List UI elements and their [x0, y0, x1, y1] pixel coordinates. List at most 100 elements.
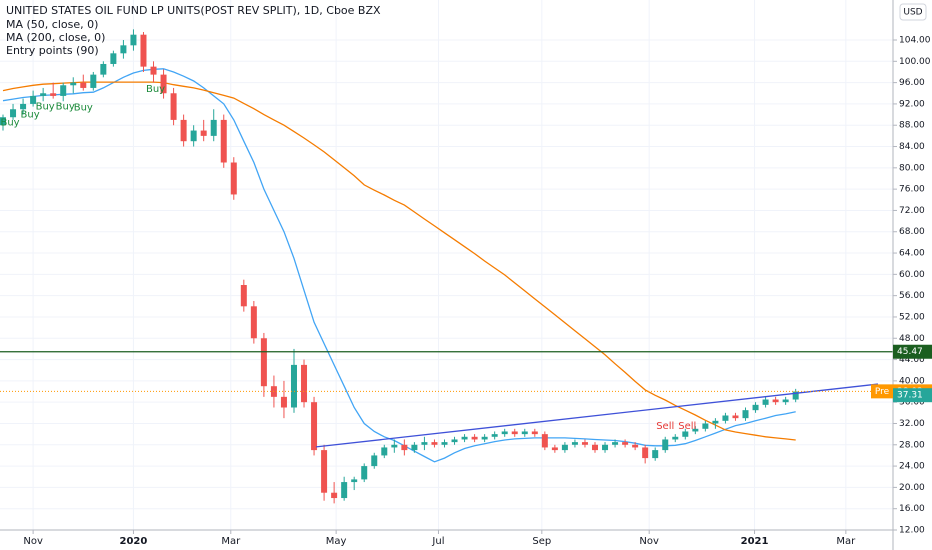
trendline [315, 383, 879, 448]
candle-body [752, 404, 759, 411]
candle-body [150, 66, 157, 75]
candle-body [140, 34, 147, 67]
candle-body [80, 82, 87, 88]
candle-body [662, 439, 669, 451]
candle-body [40, 93, 47, 96]
candle-body [110, 53, 117, 64]
y-tick-label: 60.00 [899, 270, 925, 280]
candle-body [622, 442, 629, 445]
y-tick-label: 28.00 [899, 440, 925, 450]
y-tick-label: 84.00 [899, 142, 925, 152]
signal-label: Buy [56, 102, 75, 113]
candle-body [160, 74, 167, 94]
x-tick-label: 2021 [741, 536, 769, 547]
candle-body [561, 444, 568, 451]
candle-body [250, 306, 257, 339]
candle-body [331, 492, 338, 499]
candle-body [411, 444, 418, 451]
candle-body [682, 431, 689, 437]
y-tick-label: 64.00 [899, 249, 925, 259]
signal-label: Buy [146, 84, 165, 95]
candle-body [772, 399, 779, 403]
legend-entry: Entry points (90) [6, 44, 99, 57]
candle-body [511, 431, 518, 435]
price-tag [893, 388, 932, 403]
x-tick-label: 2020 [120, 536, 148, 547]
candle-body [571, 442, 578, 445]
candle-body [0, 117, 7, 126]
candle-body [50, 93, 57, 96]
candle-body [20, 103, 27, 110]
y-tick-label: 24.00 [899, 462, 925, 472]
candle-body [100, 63, 107, 75]
price-tag [893, 344, 932, 359]
candle-body [762, 399, 769, 405]
candle-body [280, 396, 287, 408]
candle-body [591, 444, 598, 451]
candle-body [672, 436, 679, 440]
candle-body [10, 109, 17, 118]
candle-body [290, 364, 297, 408]
x-tick-label: May [326, 536, 347, 547]
x-tick-label: Sep [532, 536, 551, 547]
candle-body [612, 442, 619, 445]
candle-body [642, 447, 649, 459]
x-tick-label: Mar [221, 536, 241, 547]
signal-label: Sell [678, 421, 696, 432]
candle-body [220, 119, 227, 163]
y-tick-label: 72.00 [899, 206, 925, 216]
y-tick-label: 96.00 [899, 78, 925, 88]
x-tick-label: Jul [431, 536, 444, 547]
candle-body [541, 434, 548, 448]
candle-body [351, 479, 358, 483]
candle-body [551, 447, 558, 451]
candle-body [60, 85, 67, 96]
signal-label: Sell [656, 421, 674, 432]
candle-body [481, 436, 488, 440]
currency-box[interactable] [899, 3, 927, 21]
currency[interactable]: USD [903, 8, 922, 18]
y-tick-label: 52.00 [899, 312, 925, 322]
y-tick-label: 68.00 [899, 227, 925, 237]
candle-body [581, 442, 588, 445]
candle-body [341, 482, 348, 499]
candle-body [70, 82, 77, 86]
candle-body [732, 415, 739, 419]
y-tick-label: 44.00 [899, 355, 925, 365]
candle-body [521, 431, 528, 435]
signal-label: Buy [0, 118, 19, 129]
candle-body [30, 95, 37, 104]
pre-tag [871, 384, 893, 399]
candle-body [90, 74, 97, 88]
chart-title: UNITED STATES OIL FUND LP UNITS(POST REV… [6, 4, 381, 17]
candle-body [260, 338, 267, 387]
candle-body [692, 428, 699, 432]
candle-body [381, 447, 388, 456]
y-tick-label: 100.00 [899, 57, 931, 67]
candle-body [461, 436, 468, 440]
legend-entry: MA (200, close, 0) [6, 31, 105, 44]
candle-body [391, 444, 398, 448]
x-tick-label: Nov [23, 536, 43, 547]
y-tick-label: 80.00 [899, 163, 925, 173]
candle-body [531, 431, 538, 435]
candle-body [471, 436, 478, 440]
x-tick-label: Nov [639, 536, 659, 547]
candle-body [491, 434, 498, 437]
candle-body [180, 119, 187, 142]
candle-body [441, 442, 448, 445]
candle-body [421, 442, 428, 445]
y-tick-label: 40.00 [899, 376, 925, 386]
candle-body [230, 162, 237, 195]
candle-body [190, 130, 197, 142]
signal-label: Buy [21, 110, 40, 121]
candle-body [702, 423, 709, 429]
candle-body [240, 285, 247, 307]
price-tag-label: 37.31 [897, 391, 923, 401]
candle-body [782, 399, 789, 403]
x-tick-label: Mar [836, 536, 856, 547]
candle-body [652, 450, 659, 459]
candle-body [130, 34, 137, 46]
candle-body [311, 402, 318, 451]
